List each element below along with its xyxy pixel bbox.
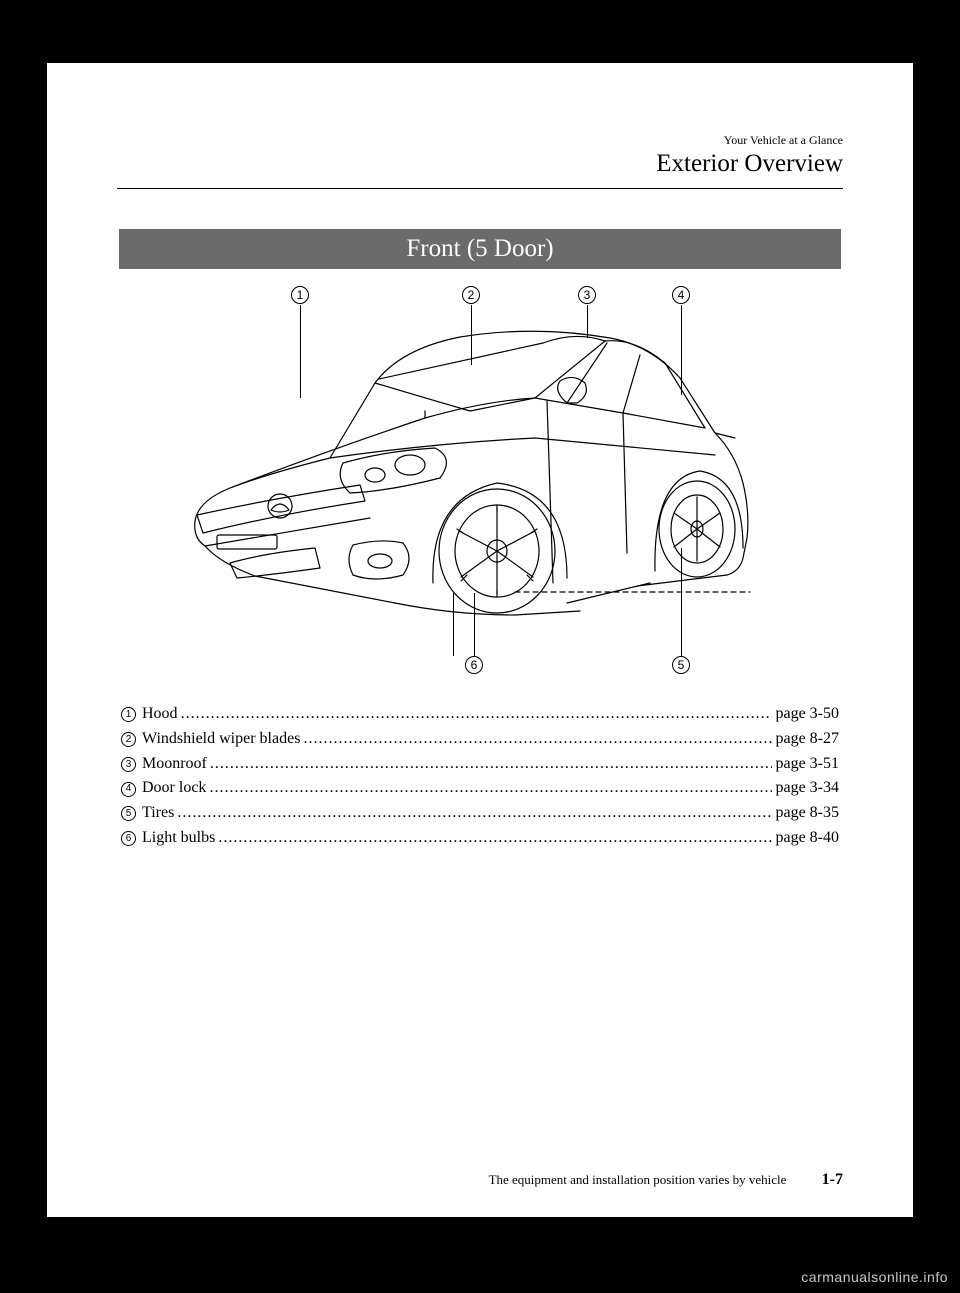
item-page: page 3-34 bbox=[775, 776, 839, 801]
header-title: Exterior Overview bbox=[117, 150, 843, 178]
item-number: 6 bbox=[121, 831, 136, 846]
list-item: 6 Light bulbs page 8-40 bbox=[121, 826, 839, 851]
watermark: carmanualsonline.info bbox=[801, 1269, 948, 1285]
item-page: page 8-40 bbox=[775, 826, 839, 851]
footer-note: The equipment and installation position … bbox=[489, 1172, 787, 1187]
item-label: Light bulbs bbox=[142, 826, 215, 851]
item-label: Door lock bbox=[142, 776, 206, 801]
content-area: Your Vehicle at a Glance Exterior Overvi… bbox=[47, 63, 913, 851]
page: Your Vehicle at a Glance Exterior Overvi… bbox=[47, 63, 913, 1217]
list-item: 4 Door lock page 3-34 bbox=[121, 776, 839, 801]
reference-list: 1 Hood page 3-50 2 Windshield wiper blad… bbox=[121, 702, 839, 851]
item-label: Tires bbox=[142, 801, 174, 826]
leader-dots bbox=[209, 776, 772, 801]
item-number: 5 bbox=[121, 806, 136, 821]
list-item: 1 Hood page 3-50 bbox=[121, 702, 839, 727]
item-page: page 3-51 bbox=[775, 752, 839, 777]
item-page: page 8-27 bbox=[775, 727, 839, 752]
leader-dots bbox=[210, 752, 773, 777]
header-rule bbox=[117, 188, 843, 189]
item-number: 2 bbox=[121, 732, 136, 747]
item-number: 4 bbox=[121, 782, 136, 797]
item-label: Windshield wiper blades bbox=[142, 727, 300, 752]
item-page: page 8-35 bbox=[775, 801, 839, 826]
list-item: 2 Windshield wiper blades page 8-27 bbox=[121, 727, 839, 752]
list-item: 3 Moonroof page 3-51 bbox=[121, 752, 839, 777]
vehicle-diagram: 1 2 3 4 5 6 bbox=[175, 283, 785, 678]
leader-dots bbox=[181, 702, 773, 727]
item-label: Hood bbox=[142, 702, 178, 727]
leader-dots bbox=[303, 727, 772, 752]
list-item: 5 Tires page 8-35 bbox=[121, 801, 839, 826]
section-title: Front (5 Door) bbox=[119, 229, 841, 269]
item-number: 3 bbox=[121, 757, 136, 772]
leader-dots bbox=[177, 801, 772, 826]
item-label: Moonroof bbox=[142, 752, 207, 777]
footer: The equipment and installation position … bbox=[489, 1171, 843, 1189]
item-number: 1 bbox=[121, 707, 136, 722]
page-number: 1-7 bbox=[822, 1171, 843, 1188]
header-category: Your Vehicle at a Glance bbox=[117, 133, 843, 148]
car-illustration bbox=[175, 283, 785, 678]
item-page: page 3-50 bbox=[775, 702, 839, 727]
leader-dots bbox=[218, 826, 772, 851]
